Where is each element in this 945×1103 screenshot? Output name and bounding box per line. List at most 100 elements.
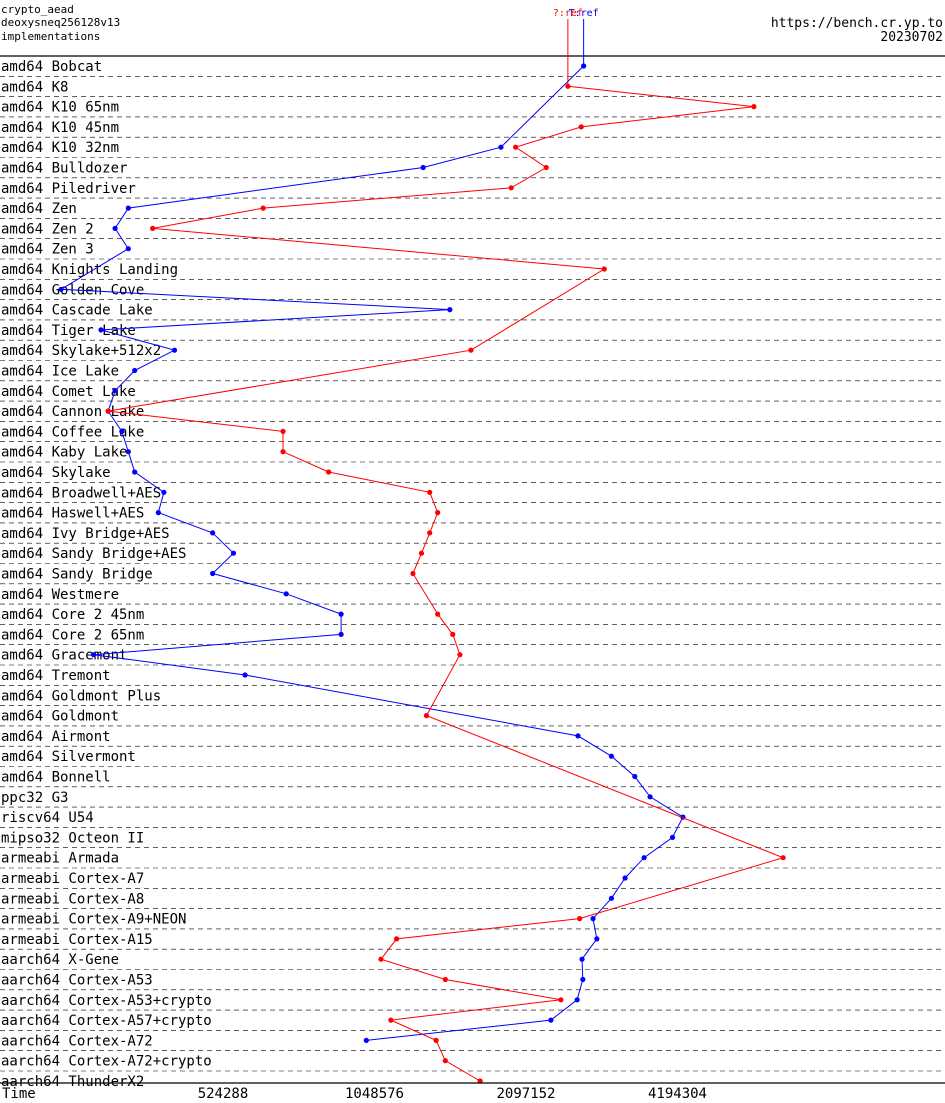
x-tick-label: 1048576: [345, 1086, 404, 1102]
category-label: riscv64 U54: [1, 810, 94, 826]
category-label: aarch64 Cortex-A72+crypto: [1, 1054, 212, 1070]
category-rows: amd64 Bobcat amd64 K8 amd64 K10 65nm amd64 …: [0, 59, 945, 1090]
x-axis-ticks: 524288 1048576 2097152 4194304: [198, 1086, 707, 1102]
data-point: [338, 611, 344, 617]
data-point: [579, 956, 585, 962]
category-label: amd64 Bobcat: [1, 59, 102, 75]
category-label: amd64 Sandy Bridge+AES: [1, 546, 186, 562]
category-label: armeabi Cortex-A9+NEON: [1, 912, 186, 928]
category-label: amd64 Core 2 65nm: [1, 627, 144, 643]
category-label: amd64 Piledriver: [1, 181, 136, 197]
data-point: [230, 550, 237, 556]
data-point: [338, 631, 344, 638]
data-point: [58, 286, 64, 292]
data-point: [420, 164, 426, 171]
category-label: amd64 Sandy Bridge: [1, 567, 153, 583]
data-point: [125, 246, 131, 252]
category-label: aarch64 Cortex-A72: [1, 1033, 153, 1049]
data-point: [647, 794, 653, 800]
data-point: [442, 976, 448, 983]
data-point: [210, 530, 216, 536]
x-tick-label: 4194304: [648, 1086, 707, 1102]
category-label: amd64 Goldmont: [1, 709, 119, 725]
category-label: amd64 Core 2 45nm: [1, 607, 144, 623]
data-point: [150, 225, 156, 231]
category-label: amd64 Tiger Lake: [1, 323, 136, 339]
data-point: [608, 753, 615, 759]
data-point: [280, 449, 286, 455]
category-label: amd64 Coffee Lake: [1, 424, 144, 440]
category-label: amd64 Cascade Lake: [1, 303, 153, 319]
category-label: amd64 Westmere: [1, 587, 119, 603]
data-point: [378, 956, 384, 962]
category-label: aarch64 Cortex-A57+crypto: [1, 1013, 212, 1029]
series-label: ?:ref: [553, 8, 583, 19]
data-point: [283, 591, 289, 597]
data-point: [112, 388, 118, 394]
category-label: amd64 Comet Lake: [1, 384, 136, 400]
data-point: [590, 916, 596, 922]
data-point: [477, 1078, 483, 1084]
data-point: [751, 104, 757, 110]
site-url: https://bench.cr.yp.to: [771, 16, 943, 31]
data-point: [98, 327, 104, 333]
x-axis-label: Time: [2, 1086, 36, 1102]
data-point: [580, 976, 586, 983]
data-point: [210, 570, 216, 577]
data-point: [112, 225, 118, 231]
data-point: [105, 408, 111, 414]
category-label: amd64 Knights Landing: [1, 262, 178, 278]
category-label: amd64 Zen: [1, 201, 77, 217]
category-label: amd64 Skylake: [1, 465, 111, 481]
data-point: [608, 895, 615, 901]
chart-date: 20230702: [880, 30, 943, 45]
data-point: [427, 489, 433, 495]
data-point: [780, 855, 786, 861]
data-point: [558, 997, 564, 1003]
category-label: armeabi Cortex-A8: [1, 891, 144, 907]
data-point: [161, 489, 167, 495]
data-point: [468, 347, 474, 353]
data-point: [508, 185, 514, 191]
data-point: [632, 773, 638, 780]
category-label: amd64 K8: [1, 79, 68, 95]
category-label: amd64 Zen 3: [1, 242, 94, 258]
x-tick-label: 524288: [198, 1086, 249, 1102]
data-point: [450, 631, 456, 638]
category-label: amd64 Zen 2: [1, 221, 94, 237]
category-label: amd64 Gracemont: [1, 648, 127, 664]
category-label: amd64 Bonnell: [1, 770, 111, 786]
data-point: [457, 652, 463, 658]
data-point: [622, 875, 628, 881]
implementations-heading: implementations: [1, 30, 100, 43]
implementation-label: deoxysneq256128v13: [1, 16, 120, 29]
data-point: [119, 428, 125, 434]
category-label: amd64 K10 32nm: [1, 140, 119, 156]
category-label: amd64 Silvermont: [1, 749, 136, 765]
data-point: [577, 916, 583, 922]
series-line: [59, 65, 684, 1041]
category-label: aarch64 Cortex-A53+crypto: [1, 993, 212, 1009]
data-point: [410, 570, 416, 577]
data-point: [435, 611, 441, 617]
category-label: amd64 K10 45nm: [1, 120, 119, 136]
data-point: [125, 205, 131, 211]
data-point: [427, 530, 433, 536]
category-label: ppc32 G3: [1, 790, 68, 806]
data-point: [543, 164, 549, 171]
category-label: armeabi Cortex-A15: [1, 932, 153, 948]
data-point: [594, 936, 600, 942]
data-point: [578, 124, 584, 130]
data-point: [132, 469, 138, 475]
series-lines: T:ref?:ref: [58, 8, 786, 1084]
category-label: amd64 Cannon Lake: [1, 404, 144, 420]
data-point: [393, 936, 400, 942]
data-point: [601, 266, 607, 272]
data-point: [574, 997, 580, 1003]
category-label: amd64 Ice Lake: [1, 364, 119, 380]
category-label: amd64 K10 65nm: [1, 100, 119, 116]
data-point: [260, 205, 266, 211]
category-label: amd64 Bulldozer: [1, 161, 127, 177]
